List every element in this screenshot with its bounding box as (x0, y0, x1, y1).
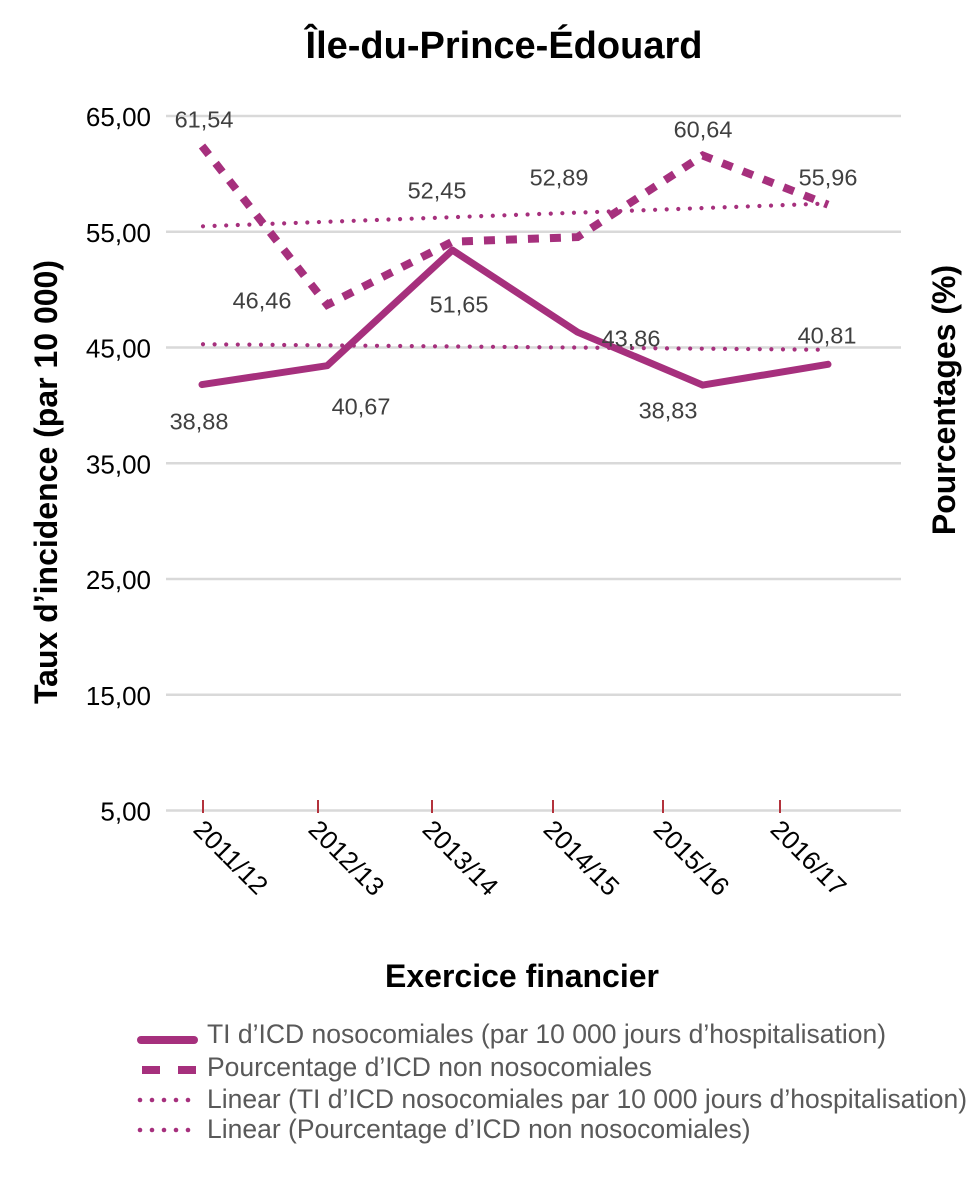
legend-dot (137, 1127, 143, 1133)
legend-label: Linear (Pourcentage d’ICD non nosocomial… (207, 1114, 751, 1144)
y-tick-label: 25,00 (86, 565, 151, 595)
data-label: 46,46 (233, 287, 292, 313)
series-lines (198, 143, 832, 389)
y-tick-label: 45,00 (86, 334, 151, 364)
legend-dot (149, 1127, 155, 1133)
legend-dot (161, 1097, 167, 1103)
legend-dot (185, 1097, 191, 1103)
legend-label: Pourcentage d’ICD non nosocomiales (207, 1052, 652, 1082)
y-tick-label: 65,00 (86, 102, 151, 132)
legend-dot (137, 1097, 143, 1103)
legend-item-ti-nosocomiales[interactable]: TI d’ICD nosocomiales (par 10 000 jours … (137, 1019, 886, 1049)
legend-item-linear-pourcentage[interactable]: Linear (Pourcentage d’ICD non nosocomial… (137, 1114, 751, 1144)
y-tick-label: 55,00 (86, 218, 151, 248)
legend: TI d’ICD nosocomiales (par 10 000 jours … (137, 1019, 967, 1144)
data-label: 40,81 (798, 322, 857, 348)
legend-item-pourcentage-non-nosocomiales[interactable]: Pourcentage d’ICD non nosocomiales (142, 1052, 652, 1082)
series-line-0 (198, 246, 832, 389)
data-label: 40,67 (332, 394, 391, 420)
legend-label: Linear (TI d’ICD nosocomiales par 10 000… (207, 1084, 967, 1114)
legend-dashed-line-icon (142, 1066, 196, 1074)
data-label: 52,89 (530, 164, 589, 190)
y-tick-label: 15,00 (86, 681, 151, 711)
y-tick-label: 5,00 (100, 797, 151, 827)
x-axis-title: Exercice financier (385, 958, 659, 994)
legend-dot (185, 1127, 191, 1133)
legend-dot (173, 1097, 179, 1103)
trendline-0 (200, 342, 828, 352)
data-label: 61,54 (175, 106, 234, 132)
legend-item-linear-ti[interactable]: Linear (TI d’ICD nosocomiales par 10 000… (137, 1084, 967, 1114)
data-label: 43,86 (602, 325, 661, 351)
data-label: 55,96 (799, 165, 858, 191)
legend-dot (161, 1127, 167, 1133)
gridlines (166, 114, 901, 812)
legend-dot (173, 1127, 179, 1133)
y-axis-title: Taux d’incidence (par 10 000) (28, 260, 64, 704)
trendlines (200, 201, 828, 352)
legend-dash-segment (142, 1066, 160, 1074)
trendline-1 (200, 201, 828, 229)
series-line-1 (198, 143, 830, 310)
y-axis-tick-labels: 5,00 15,00 25,00 35,00 45,00 55,00 65,00 (86, 102, 151, 827)
y2-axis-title: Pourcentages (%) (926, 265, 962, 535)
data-label: 60,64 (674, 116, 733, 142)
data-label: 38,83 (639, 398, 698, 424)
chart-title: Île-du-Prince-Édouard (304, 23, 703, 67)
data-label: 38,88 (170, 408, 229, 434)
legend-dotted-line-icon (137, 1097, 191, 1103)
legend-dot (149, 1097, 155, 1103)
legend-dotted-line-icon (137, 1127, 191, 1133)
legend-label: TI d’ICD nosocomiales (par 10 000 jours … (207, 1019, 886, 1049)
data-label: 52,45 (408, 178, 467, 204)
legend-dash-segment (178, 1066, 196, 1074)
data-labels: 38,88 40,67 51,65 43,86 38,83 40,81 61,54 46,46… (170, 106, 858, 434)
y-tick-label: 35,00 (86, 449, 151, 479)
data-label: 51,65 (430, 292, 489, 318)
